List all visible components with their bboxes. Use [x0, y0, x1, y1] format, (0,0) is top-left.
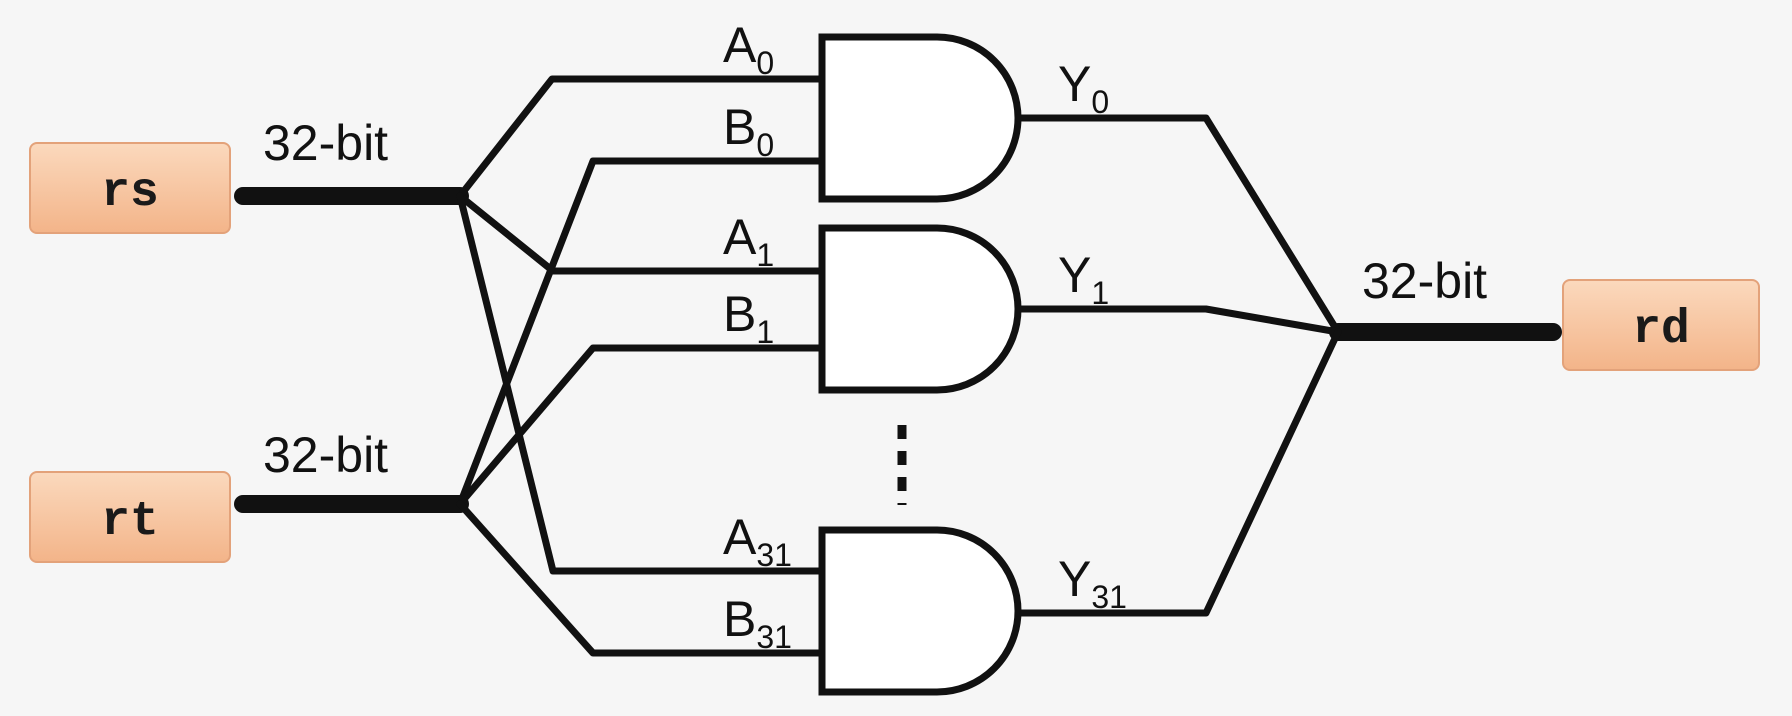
register-rd-label: rd	[1632, 303, 1690, 357]
pin-b0-label: B0	[723, 99, 774, 163]
register-rs-label: rs	[101, 166, 159, 220]
wire-y1-rd	[1014, 305, 1342, 336]
pin-y31-label: Y31	[1058, 551, 1127, 615]
register-rd: rd	[1562, 279, 1760, 371]
wire-rt-b1	[456, 344, 824, 508]
register-rt-label: rt	[101, 495, 159, 549]
wire-rs-a0	[456, 75, 824, 200]
pin-b31-label: B31	[723, 591, 792, 655]
and-gate-0	[818, 33, 1022, 203]
wire-y0-rd	[1014, 114, 1342, 336]
wire-rt-b31	[456, 500, 824, 657]
register-rt: rt	[29, 471, 231, 563]
rt-bus-width-label: 32-bit	[263, 427, 388, 483]
wire-rt-b0	[456, 157, 824, 508]
rs-bus-width-label: 32-bit	[263, 115, 388, 171]
wire-rs-a31	[456, 192, 824, 575]
pin-a31-label: A31	[723, 509, 792, 573]
pin-a0-label: A0	[723, 17, 774, 81]
pin-y1-label: Y1	[1058, 247, 1109, 311]
register-rs: rs	[29, 142, 231, 234]
rd-bus-width-label: 32-bit	[1362, 253, 1487, 309]
pin-a1-label: A1	[723, 209, 774, 273]
wire-y31-rd	[1014, 328, 1342, 617]
and-gate-1	[818, 224, 1022, 394]
pin-b1-label: B1	[723, 286, 774, 350]
pin-y0-label: Y0	[1058, 56, 1109, 120]
and-gate-31	[818, 526, 1022, 696]
